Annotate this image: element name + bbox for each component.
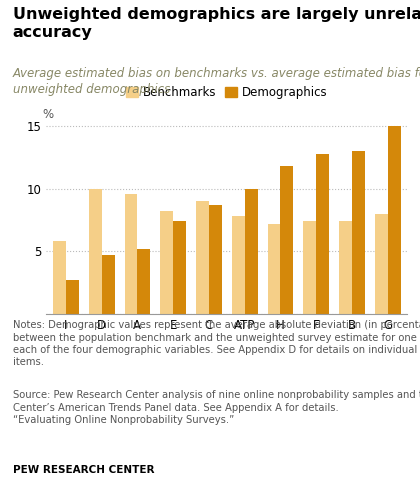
- Bar: [160, 211, 173, 314]
- Text: Unweighted demographics are largely unrelated to
accuracy: Unweighted demographics are largely unre…: [13, 7, 420, 41]
- Bar: [137, 248, 150, 314]
- Text: PEW RESEARCH CENTER: PEW RESEARCH CENTER: [13, 465, 154, 475]
- Bar: [316, 154, 329, 314]
- Bar: [268, 224, 281, 314]
- Bar: [209, 205, 222, 314]
- Bar: [102, 255, 115, 314]
- Bar: [339, 221, 352, 314]
- Legend: Benchmarks, Demographics: Benchmarks, Demographics: [121, 82, 332, 104]
- Bar: [232, 216, 245, 314]
- Text: Notes: Demographic values represent the average absolute deviation (in percentag: Notes: Demographic values represent the …: [13, 320, 420, 368]
- Bar: [281, 166, 293, 314]
- Bar: [303, 221, 316, 314]
- Bar: [388, 126, 401, 314]
- Bar: [352, 151, 365, 314]
- Text: Source: Pew Research Center analysis of nine online nonprobability samples and t: Source: Pew Research Center analysis of …: [13, 390, 420, 425]
- Bar: [66, 280, 79, 314]
- Bar: [375, 214, 388, 314]
- Text: %: %: [42, 108, 54, 121]
- Bar: [245, 189, 257, 314]
- Bar: [124, 194, 137, 314]
- Bar: [89, 189, 102, 314]
- Bar: [173, 221, 186, 314]
- Bar: [196, 201, 209, 314]
- Bar: [53, 241, 66, 314]
- Text: Average estimated bias on benchmarks vs. average estimated bias for
unweighted d: Average estimated bias on benchmarks vs.…: [13, 67, 420, 96]
